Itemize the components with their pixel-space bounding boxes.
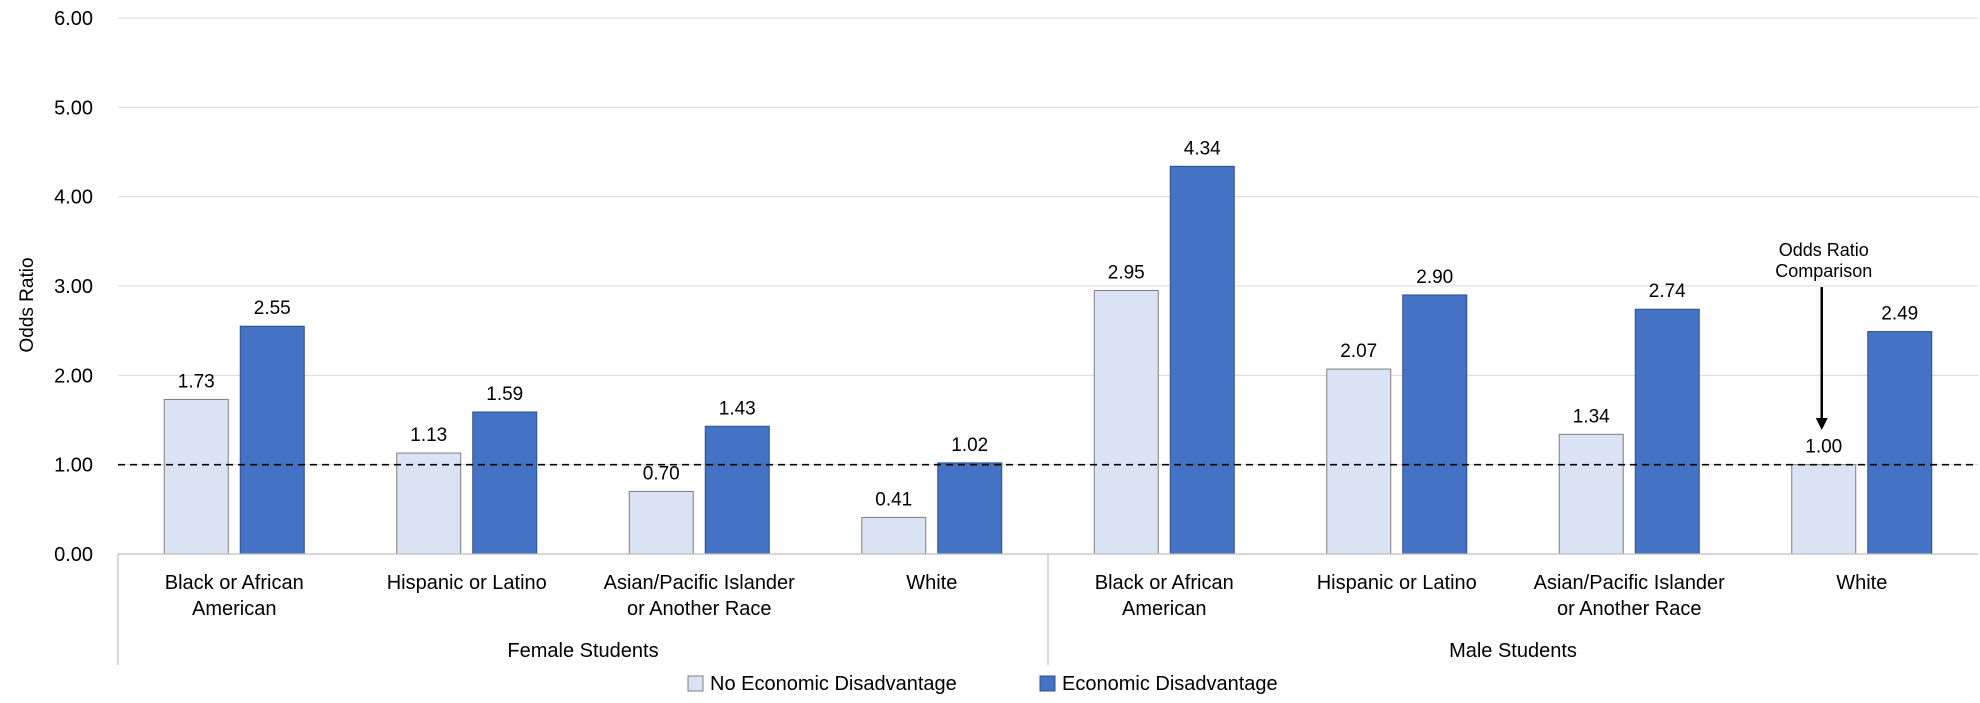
data-label: 2.95 [1108,262,1145,283]
y-tick-label: 3.00 [54,276,93,298]
y-tick-label: 6.00 [54,8,93,30]
data-label: 2.55 [254,298,291,319]
legend-swatch [687,675,704,692]
bar [861,516,927,555]
data-label: 1.73 [178,371,215,392]
annotation-arrow-head [1815,418,1828,430]
data-label: 1.59 [486,384,523,405]
bar [1867,331,1933,555]
bar [1791,464,1857,555]
bar [704,425,770,555]
y-tick-label: 5.00 [54,97,93,119]
bar [937,462,1003,555]
category-label: Hispanic or Latino [387,572,547,594]
category-label: or Another Race [1557,598,1702,620]
y-tick-label: 0.00 [54,544,93,566]
data-label: 1.13 [410,425,447,446]
data-label: 1.02 [951,435,988,456]
bar [239,325,305,555]
data-label: 4.34 [1184,138,1221,159]
bar [472,411,538,555]
y-axis-title: Odds Ratio [17,257,38,352]
category-label: Black or African [1095,572,1234,594]
bar [1326,368,1392,555]
bar [163,398,229,555]
data-label: 1.34 [1573,406,1610,427]
bar [396,452,462,555]
bar [1402,294,1468,555]
group-label: Female Students [507,640,658,662]
y-tick-label: 2.00 [54,365,93,387]
category-label: Asian/Pacific Islander [1534,572,1726,594]
annotation-text: Comparison [1775,261,1872,281]
category-label: Black or African [165,572,304,594]
bar [628,490,694,555]
category-label: American [192,598,276,620]
category-label: American [1122,598,1206,620]
category-label: or Another Race [627,598,772,620]
bar [1634,308,1700,555]
category-label: White [906,572,957,594]
data-label: 2.07 [1340,341,1377,362]
category-label: Hispanic or Latino [1317,572,1477,594]
group-label: Male Students [1449,640,1577,662]
legend-label: Economic Disadvantage [1062,673,1278,695]
category-label: Asian/Pacific Islander [604,572,796,594]
bar [1093,289,1159,555]
y-tick-label: 4.00 [54,187,93,209]
data-label: 2.49 [1881,304,1918,325]
data-label: 0.41 [875,489,912,510]
legend-label: No Economic Disadvantage [710,673,957,695]
data-label: 0.70 [643,463,680,484]
data-label: 1.43 [719,398,756,419]
y-tick-label: 1.00 [54,455,93,477]
data-label: 2.90 [1416,267,1453,288]
annotation-text: Odds Ratio [1779,240,1869,260]
legend-swatch [1039,675,1056,692]
data-label: 1.00 [1805,437,1842,458]
category-label: White [1836,572,1887,594]
data-label: 2.74 [1649,281,1686,302]
bar [1558,433,1624,555]
bar [1169,165,1235,555]
